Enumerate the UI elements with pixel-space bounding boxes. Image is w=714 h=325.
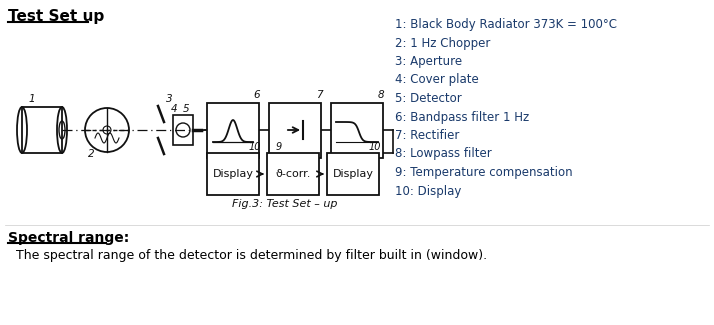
- Text: 9: Temperature compensation: 9: Temperature compensation: [395, 166, 573, 179]
- Bar: [327, 153, 379, 195]
- Bar: [207, 102, 259, 158]
- Text: 1: 1: [29, 94, 35, 104]
- Text: 9: 9: [276, 142, 282, 152]
- Text: 7: 7: [316, 90, 322, 100]
- Text: 2: 1 Hz Chopper: 2: 1 Hz Chopper: [395, 36, 491, 49]
- Text: 10: Display: 10: Display: [395, 185, 461, 198]
- Text: 3: 3: [166, 94, 173, 104]
- Text: 1: Black Body Radiator 373K = 100°C: 1: Black Body Radiator 373K = 100°C: [395, 18, 617, 31]
- Bar: [22, 107, 62, 153]
- Text: 8: Lowpass filter: 8: Lowpass filter: [395, 148, 492, 161]
- Text: 7: Rectifier: 7: Rectifier: [395, 129, 459, 142]
- Text: 2: 2: [88, 149, 95, 159]
- Text: 3: Aperture: 3: Aperture: [395, 55, 462, 68]
- Text: 6: 6: [253, 90, 261, 100]
- Text: 5: 5: [183, 104, 190, 114]
- Text: Test Set up: Test Set up: [8, 9, 104, 24]
- Text: 10: 10: [248, 142, 261, 152]
- Text: Display: Display: [333, 169, 373, 179]
- Bar: [331, 102, 383, 158]
- Text: The spectral range of the detector is determined by filter built in (window).: The spectral range of the detector is de…: [8, 249, 487, 262]
- Bar: [207, 153, 259, 195]
- Text: 5: Detector: 5: Detector: [395, 92, 462, 105]
- Text: Display: Display: [213, 169, 253, 179]
- Bar: [173, 115, 193, 145]
- Text: 4: Cover plate: 4: Cover plate: [395, 73, 479, 86]
- Text: Spectral range:: Spectral range:: [8, 231, 129, 245]
- Bar: [269, 102, 321, 158]
- Text: Fig.3: Test Set – up: Fig.3: Test Set – up: [232, 199, 338, 209]
- Bar: [267, 153, 319, 195]
- Text: 6: Bandpass filter 1 Hz: 6: Bandpass filter 1 Hz: [395, 111, 529, 124]
- Text: 8: 8: [378, 90, 384, 100]
- Text: ϑ-corr.: ϑ-corr.: [276, 169, 311, 179]
- Text: 10: 10: [368, 142, 381, 152]
- Text: 4: 4: [171, 104, 178, 114]
